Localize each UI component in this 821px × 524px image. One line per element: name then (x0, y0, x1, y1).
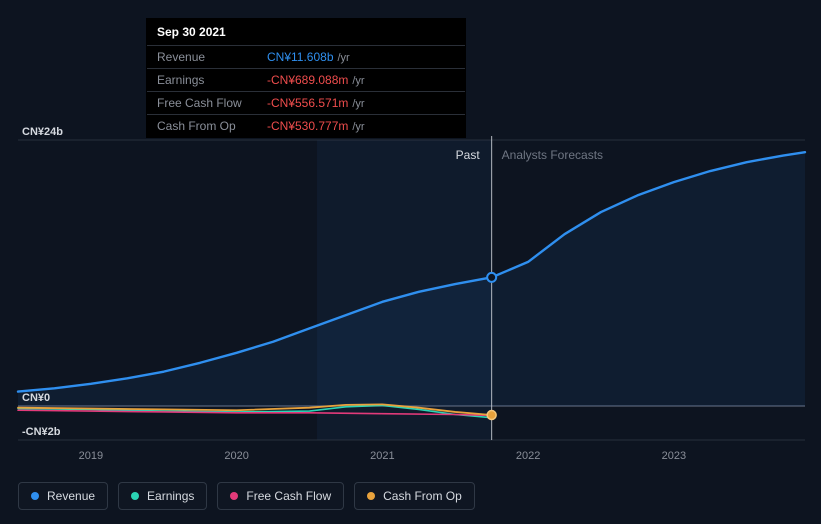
y-axis-tick: CN¥24b (22, 126, 63, 138)
y-axis-tick: CN¥0 (22, 392, 50, 404)
forecast-label: Analysts Forecasts (502, 148, 603, 162)
tooltip-row-value: -CN¥689.088m (267, 73, 348, 87)
tooltip-row-unit: /yr (352, 121, 364, 133)
chart-tooltip: Sep 30 2021 RevenueCN¥11.608b/yrEarnings… (146, 18, 466, 138)
x-axis-tick: 2023 (662, 450, 686, 462)
x-axis-tick: 2019 (79, 450, 103, 462)
legend-swatch (230, 492, 238, 500)
x-axis-tick: 2021 (370, 450, 394, 462)
legend-item-earnings[interactable]: Earnings (118, 482, 207, 510)
tooltip-row: Free Cash Flow-CN¥556.571m/yr (147, 92, 465, 115)
x-axis-tick: 2020 (224, 450, 248, 462)
legend-swatch (367, 492, 375, 500)
legend-label: Free Cash Flow (246, 489, 331, 503)
tooltip-row-value: -CN¥556.571m (267, 96, 348, 110)
tooltip-row-unit: /yr (338, 52, 350, 64)
tooltip-row-label: Free Cash Flow (157, 96, 267, 110)
legend-item-cash-from-op[interactable]: Cash From Op (354, 482, 475, 510)
tooltip-row: Earnings-CN¥689.088m/yr (147, 69, 465, 92)
legend-swatch (31, 492, 39, 500)
tooltip-row-label: Revenue (157, 50, 267, 64)
y-axis-tick: -CN¥2b (22, 426, 61, 438)
past-label: Past (456, 148, 480, 162)
legend-item-free-cash-flow[interactable]: Free Cash Flow (217, 482, 344, 510)
tooltip-row: Cash From Op-CN¥530.777m/yr (147, 115, 465, 137)
x-axis-tick: 2022 (516, 450, 540, 462)
legend-label: Earnings (147, 489, 194, 503)
tooltip-row-value: -CN¥530.777m (267, 119, 348, 133)
tooltip-date: Sep 30 2021 (147, 19, 465, 46)
chart-legend: Revenue Earnings Free Cash Flow Cash From O… (18, 482, 475, 510)
tooltip-row-unit: /yr (352, 75, 364, 87)
tooltip-row-value: CN¥11.608b (267, 50, 334, 64)
legend-swatch (131, 492, 139, 500)
legend-item-revenue[interactable]: Revenue (18, 482, 108, 510)
tooltip-row: RevenueCN¥11.608b/yr (147, 46, 465, 69)
legend-label: Revenue (47, 489, 95, 503)
tooltip-row-label: Earnings (157, 73, 267, 87)
tooltip-row-unit: /yr (352, 98, 364, 110)
legend-label: Cash From Op (383, 489, 462, 503)
tooltip-row-label: Cash From Op (157, 119, 267, 133)
